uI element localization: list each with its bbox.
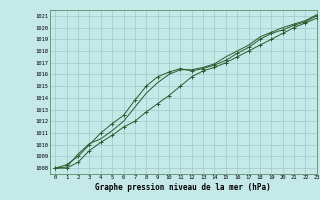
X-axis label: Graphe pression niveau de la mer (hPa): Graphe pression niveau de la mer (hPa)	[95, 183, 271, 192]
